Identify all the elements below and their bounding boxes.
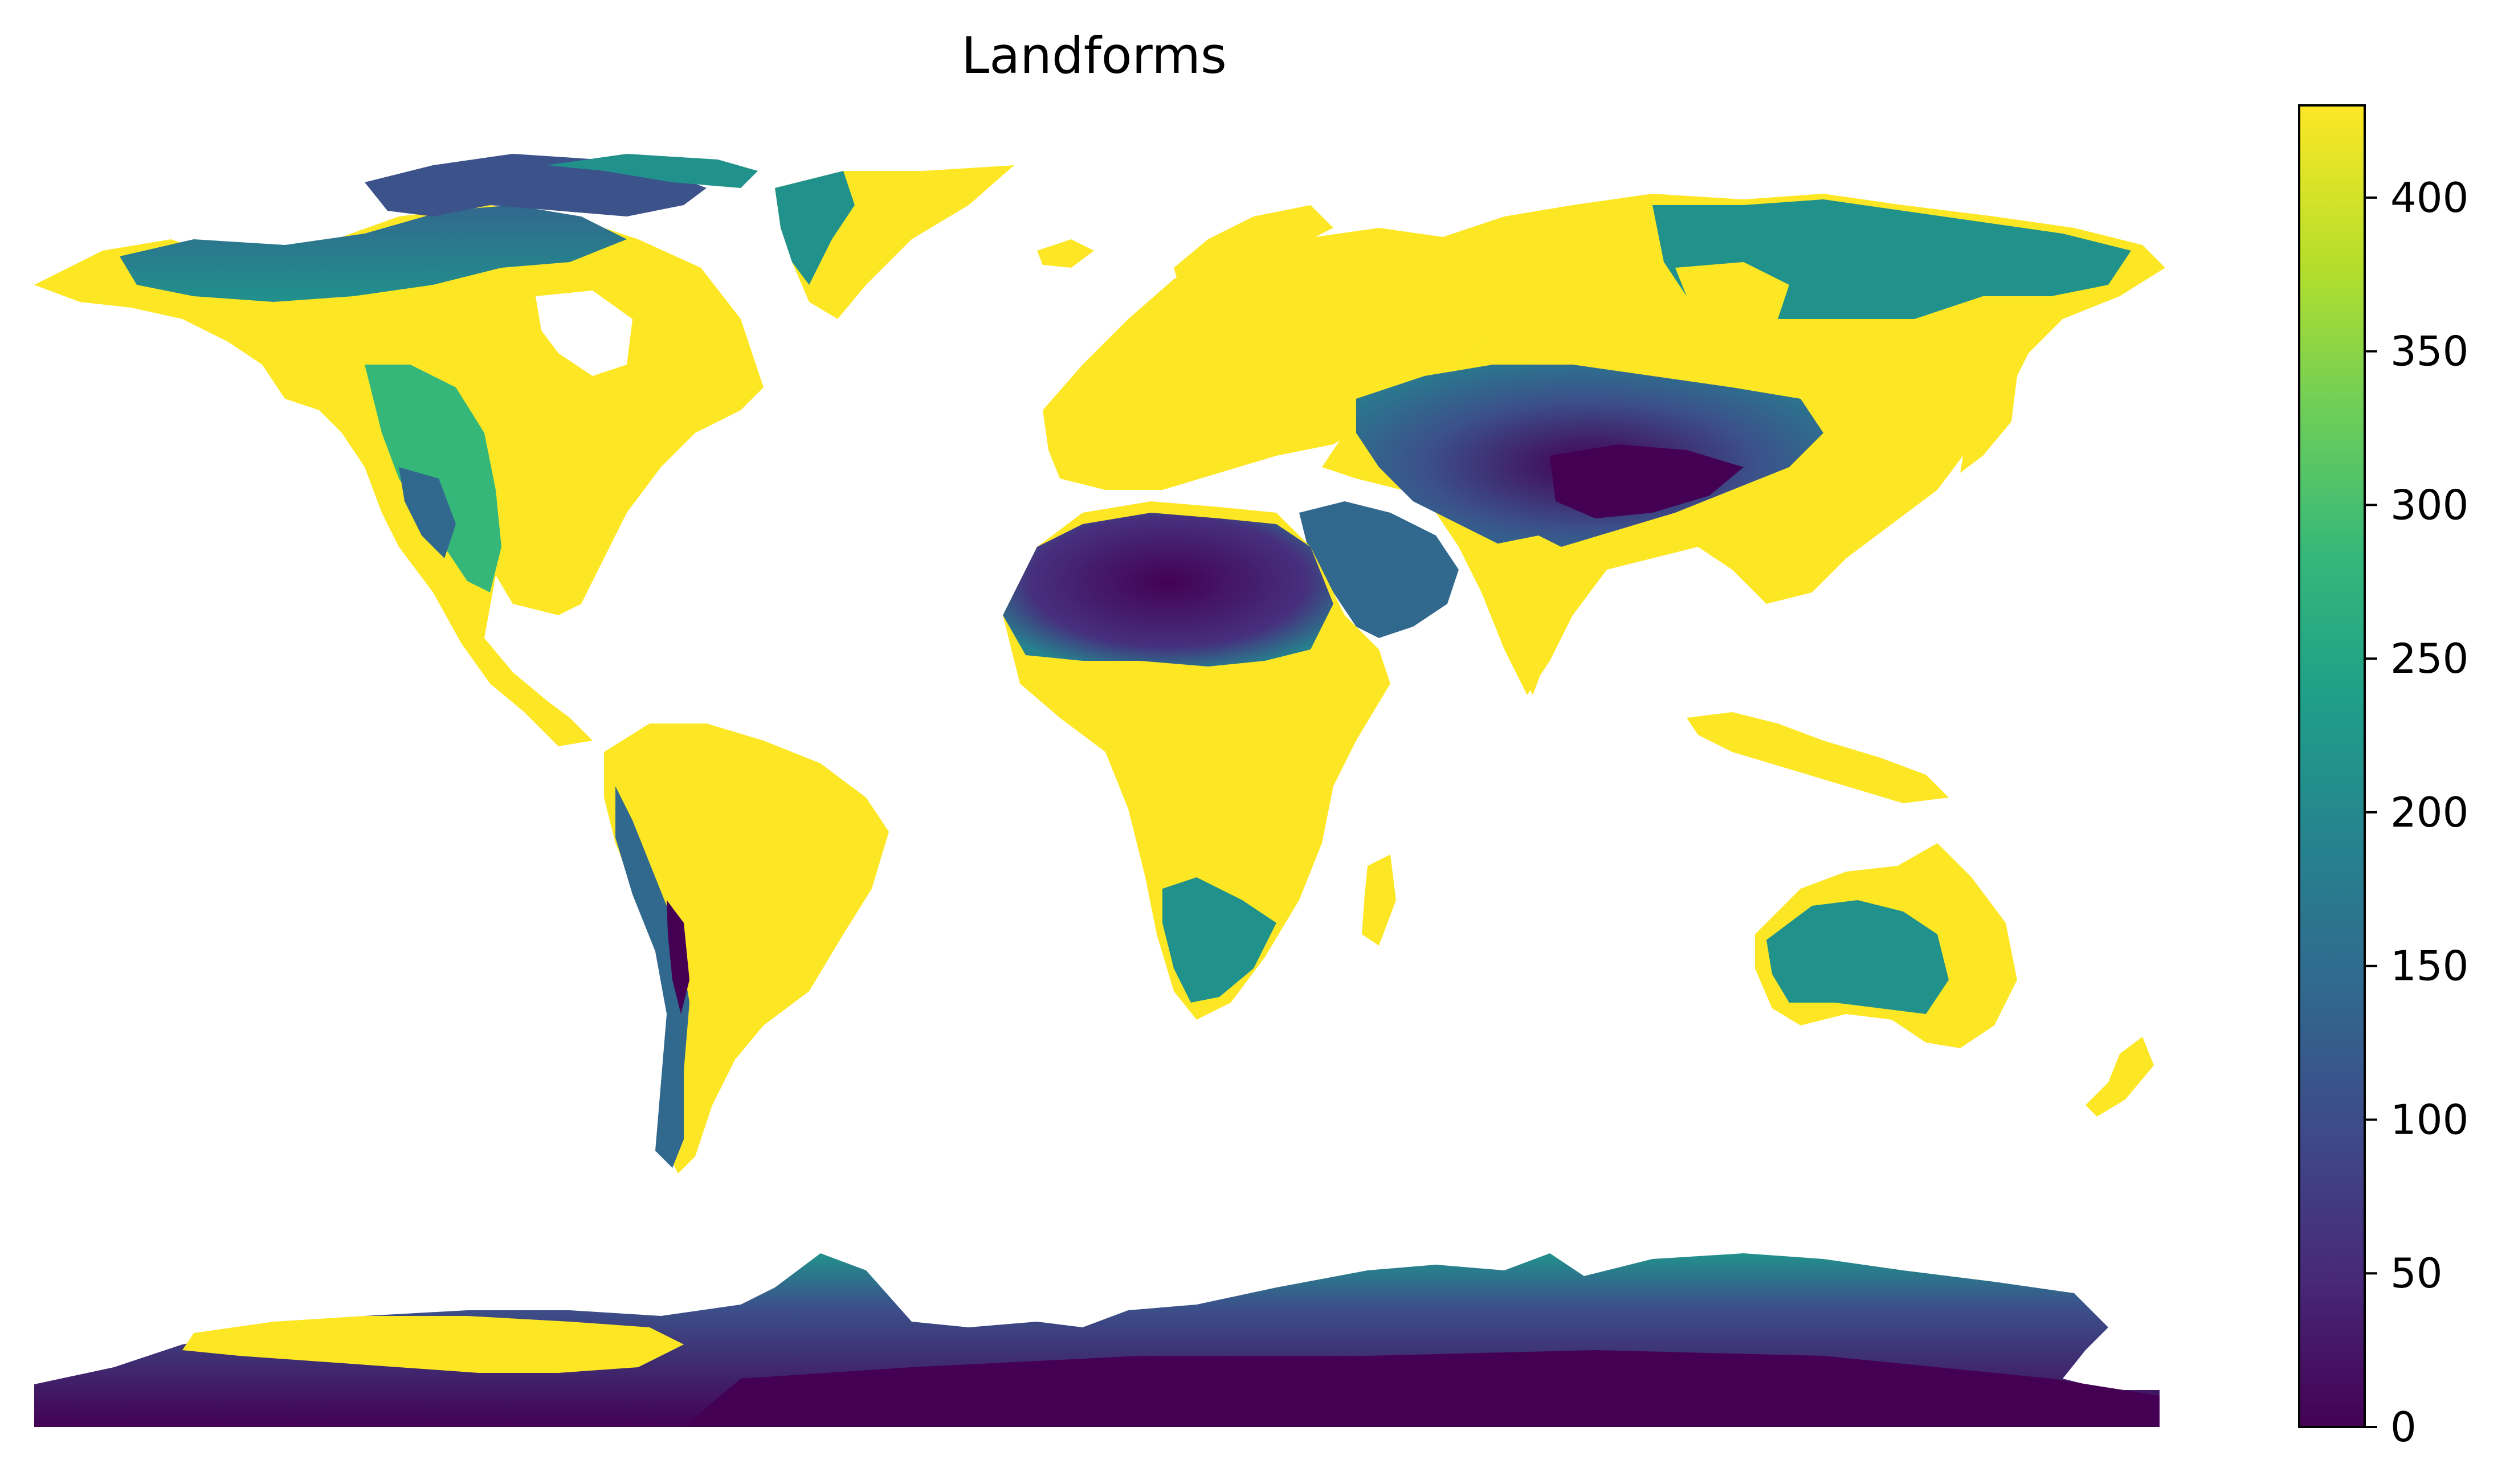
andes-region	[615, 786, 689, 1168]
australia-interior	[1766, 900, 1949, 1014]
scandinavia-landmass	[1174, 205, 1333, 319]
iceland-landmass	[1037, 239, 1094, 268]
colorbar-tick-label: 350	[2390, 328, 2468, 375]
map-area	[34, 154, 2165, 1427]
greenland-coast	[775, 171, 855, 285]
madagascar	[1362, 855, 1396, 946]
colorbar-tick-label: 150	[2390, 942, 2468, 990]
colorbar-tick-label: 200	[2390, 788, 2468, 836]
colorbar-tick-label: 50	[2390, 1249, 2443, 1297]
colorbar-tick-label: 250	[2390, 635, 2468, 682]
colorbar-tick-label: 300	[2390, 481, 2468, 529]
antarctic-interior	[684, 1350, 2160, 1427]
sahara-desert	[1003, 513, 1333, 667]
colorbar-ticks: 0 50 100 150 200 250 300 350 400	[2365, 174, 2468, 1451]
colorbar-gradient	[2298, 104, 2366, 1428]
siberia-lowlands	[1675, 262, 1789, 319]
colorbar-tick-label: 400	[2390, 174, 2468, 222]
colorbar-tick-label: 0	[2390, 1403, 2417, 1451]
southeast-asia-islands	[1687, 712, 1949, 803]
colorbar: 0 50 100 150 200 250 300 350 400	[2298, 104, 2468, 1451]
atacama-region	[667, 900, 689, 1014]
map-title: Landforms	[961, 26, 1227, 85]
south-america-landmass	[604, 723, 889, 1174]
hudson-bay	[536, 291, 632, 376]
southern-africa-highlands	[1162, 877, 1276, 1003]
new-zealand	[2085, 1037, 2154, 1117]
japan-islands	[1960, 353, 2017, 473]
europe-landmass	[1043, 228, 1493, 490]
canadian-arctic-region	[120, 205, 627, 302]
indian-subcontinent	[1481, 535, 1584, 695]
arctic-islands-north	[547, 154, 758, 188]
tibetan-plateau	[1550, 444, 1744, 518]
antarctic-peninsula-highlands	[182, 1316, 684, 1373]
great-basin-region	[399, 467, 456, 558]
arabian-peninsula	[1299, 501, 1459, 638]
colorbar-tick-label: 100	[2390, 1095, 2468, 1143]
